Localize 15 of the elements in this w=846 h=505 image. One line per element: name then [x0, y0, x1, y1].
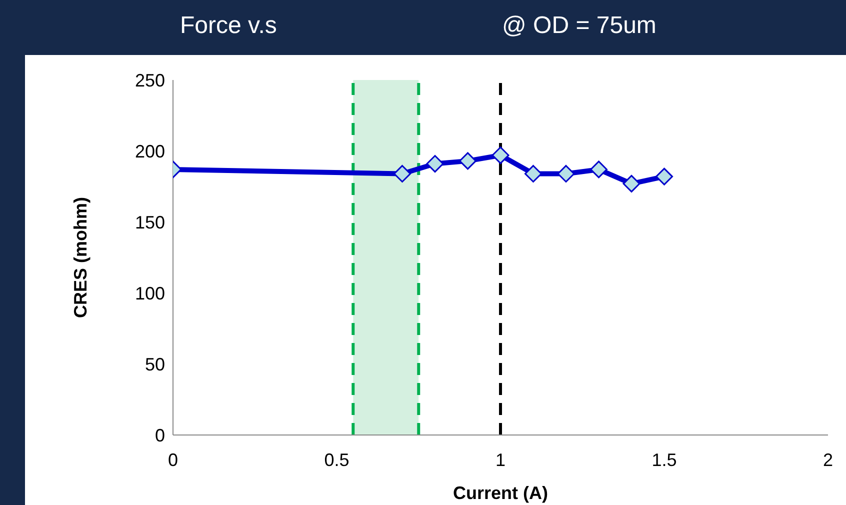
x-tick-label: 1.5: [652, 450, 677, 470]
y-tick-label: 0: [154, 425, 165, 446]
x-tick-label: 2: [822, 450, 834, 470]
y-tick-label: 200: [134, 141, 165, 162]
chart-subtitle: @ OD = 75um: [502, 12, 656, 40]
y-axis-title: CRES (mohm): [70, 196, 90, 318]
chart-title: Force v.s: [180, 12, 277, 40]
x-axis-title: Current (A): [453, 483, 548, 503]
x-tick-label: 1: [495, 450, 506, 470]
x-tick-label: 0.5: [324, 450, 350, 470]
x-tick-label: 0: [168, 450, 178, 470]
y-tick-label: 100: [134, 283, 165, 304]
y-tick-label: 50: [144, 354, 165, 374]
y-tick-label: 250: [134, 70, 165, 90]
y-tick-label: 150: [134, 212, 165, 232]
